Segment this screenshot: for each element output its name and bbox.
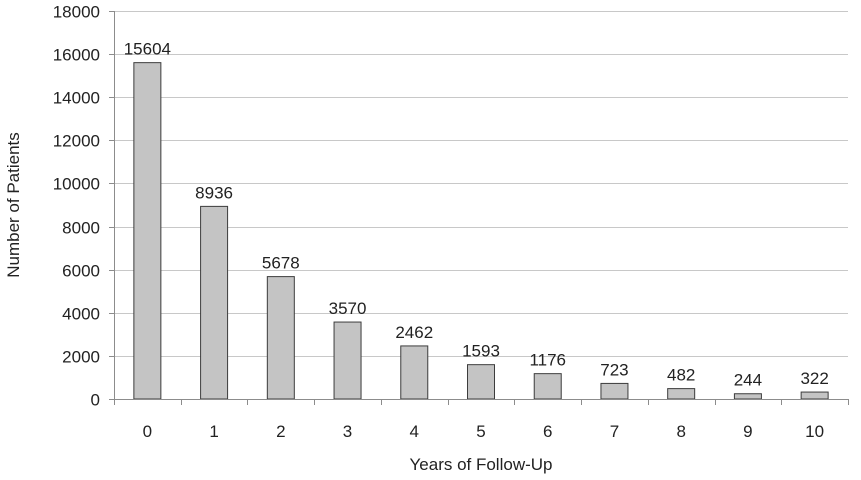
data-labels: 15604 8936 5678 3570 2462 1593 1176 723 482 244 32…: [124, 40, 829, 390]
bar: [600, 382, 629, 400]
y-tick-label: 18000: [53, 3, 100, 22]
y-tick-label: 12000: [53, 132, 100, 151]
y-tick-label: 10000: [53, 175, 100, 194]
data-label: 244: [734, 371, 762, 390]
x-tick-label: 1: [209, 422, 218, 441]
y-tick-label: 4000: [62, 305, 100, 324]
y-tick-label: 2000: [62, 348, 100, 367]
x-tick-label: 10: [805, 422, 824, 441]
bar: [667, 388, 696, 400]
y-tick-label: 8000: [62, 219, 100, 238]
data-label: 15604: [124, 40, 171, 59]
data-label: 8936: [195, 183, 233, 202]
x-tick-label: 4: [410, 422, 419, 441]
y-tick-label: 6000: [62, 262, 100, 281]
y-tick-label: 0: [91, 391, 100, 410]
y-axis-title: Number of Patients: [4, 132, 23, 278]
x-tick-label: 2: [276, 422, 285, 441]
data-label: 2462: [395, 323, 433, 342]
x-tick-label: 8: [676, 422, 685, 441]
x-tick-label: 7: [610, 422, 619, 441]
x-axis-title: Years of Follow-Up: [410, 455, 553, 474]
bar: [200, 205, 229, 400]
data-label: 5678: [262, 254, 300, 273]
y-tick-label: 14000: [53, 89, 100, 108]
data-label: 482: [667, 366, 695, 385]
bar: [800, 391, 829, 400]
data-label: 3570: [329, 299, 367, 318]
data-label: 322: [800, 369, 828, 388]
bar: [133, 62, 162, 400]
bar: [533, 373, 562, 400]
bar: [266, 276, 295, 400]
data-label: 723: [600, 360, 628, 379]
x-tick-label: 9: [743, 422, 752, 441]
bar: [733, 393, 762, 400]
y-tick-label: 16000: [53, 46, 100, 65]
bars: [133, 62, 829, 400]
gridlines: [114, 11, 848, 357]
x-tick-label: 0: [143, 422, 152, 441]
x-tick-label: 5: [476, 422, 485, 441]
data-label: 1176: [529, 351, 566, 370]
bar: [400, 345, 429, 400]
bar: [333, 321, 362, 400]
x-tick-label: 6: [543, 422, 552, 441]
bar: [467, 364, 495, 400]
axes: 0200040006000800010000120001400016000180…: [53, 3, 849, 441]
x-tick-label: 3: [343, 422, 352, 441]
data-label: 1593: [462, 342, 500, 361]
